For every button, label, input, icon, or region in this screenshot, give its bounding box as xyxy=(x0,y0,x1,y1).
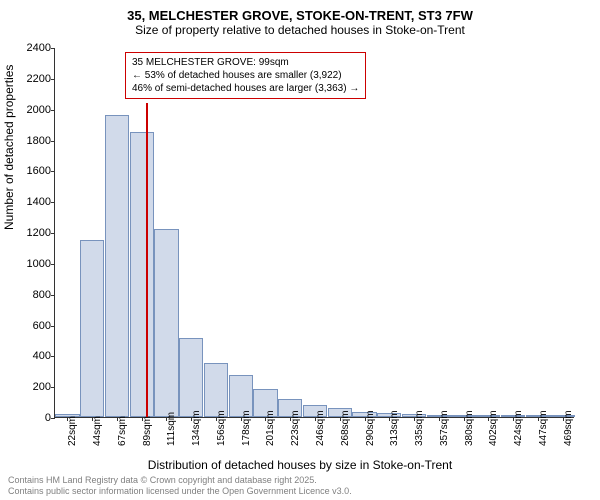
y-tick-mark xyxy=(51,418,55,419)
y-tick-label: 2200 xyxy=(17,73,51,85)
footer-line-2: Contains public sector information licen… xyxy=(8,486,352,497)
y-axis-label: Number of detached properties xyxy=(2,65,16,230)
x-tick-mark xyxy=(365,417,366,421)
x-tick-mark xyxy=(464,417,465,421)
x-tick-mark xyxy=(241,417,242,421)
marker-line xyxy=(146,103,148,418)
x-tick-label: 313sqm xyxy=(389,410,400,446)
x-tick-label: 469sqm xyxy=(563,410,574,446)
x-tick-mark xyxy=(563,417,564,421)
x-tick-label: 178sqm xyxy=(241,410,252,446)
y-tick-mark xyxy=(51,48,55,49)
x-tick-mark xyxy=(117,417,118,421)
x-tick-mark xyxy=(513,417,514,421)
x-tick-label: 67sqm xyxy=(117,416,128,446)
y-tick-label: 800 xyxy=(17,289,51,301)
y-tick-mark xyxy=(51,326,55,327)
annotation-line-1: 35 MELCHESTER GROVE: 99sqm xyxy=(132,56,359,69)
x-tick-mark xyxy=(216,417,217,421)
plot-area: 35 MELCHESTER GROVE: 99sqm ← 53% of deta… xyxy=(54,48,574,418)
x-tick-mark xyxy=(315,417,316,421)
x-tick-label: 447sqm xyxy=(538,410,549,446)
annotation-line-3: 46% of semi-detached houses are larger (… xyxy=(132,82,359,95)
y-tick-label: 2400 xyxy=(17,42,51,54)
chart-title: 35, MELCHESTER GROVE, STOKE-ON-TRENT, ST… xyxy=(0,0,600,23)
x-tick-label: 223sqm xyxy=(290,410,301,446)
y-tick-label: 600 xyxy=(17,320,51,332)
y-tick-label: 1600 xyxy=(17,165,51,177)
y-tick-label: 0 xyxy=(17,412,51,424)
histogram-bar xyxy=(130,132,154,417)
y-tick-mark xyxy=(51,295,55,296)
x-tick-label: 402sqm xyxy=(488,410,499,446)
y-tick-mark xyxy=(51,141,55,142)
y-tick-mark xyxy=(51,387,55,388)
histogram-bar xyxy=(204,363,228,417)
x-tick-label: 89sqm xyxy=(142,416,153,446)
x-tick-mark xyxy=(290,417,291,421)
x-tick-mark xyxy=(340,417,341,421)
x-tick-mark xyxy=(67,417,68,421)
x-tick-mark xyxy=(265,417,266,421)
x-tick-mark xyxy=(191,417,192,421)
x-tick-label: 268sqm xyxy=(340,410,351,446)
x-tick-mark xyxy=(439,417,440,421)
x-tick-mark xyxy=(538,417,539,421)
x-tick-mark xyxy=(389,417,390,421)
y-tick-label: 200 xyxy=(17,381,51,393)
y-tick-mark xyxy=(51,202,55,203)
y-tick-mark xyxy=(51,233,55,234)
annotation-line-2: ← 53% of detached houses are smaller (3,… xyxy=(132,69,359,82)
x-tick-label: 424sqm xyxy=(513,410,524,446)
x-tick-label: 335sqm xyxy=(414,410,425,446)
x-tick-label: 134sqm xyxy=(191,410,202,446)
y-tick-label: 1200 xyxy=(17,227,51,239)
histogram-bar xyxy=(80,240,104,417)
x-tick-label: 246sqm xyxy=(315,410,326,446)
y-tick-mark xyxy=(51,110,55,111)
x-tick-label: 111sqm xyxy=(166,412,177,446)
y-tick-label: 2000 xyxy=(17,104,51,116)
x-tick-label: 22sqm xyxy=(67,416,78,446)
histogram-bar xyxy=(105,115,129,417)
histogram-bar xyxy=(179,338,203,417)
x-tick-label: 201sqm xyxy=(265,410,276,446)
chart-container: 35, MELCHESTER GROVE, STOKE-ON-TRENT, ST… xyxy=(0,0,600,500)
x-tick-mark xyxy=(92,417,93,421)
annotation-box: 35 MELCHESTER GROVE: 99sqm ← 53% of deta… xyxy=(125,52,366,99)
x-tick-label: 44sqm xyxy=(92,416,103,446)
x-tick-label: 290sqm xyxy=(365,410,376,446)
x-tick-mark xyxy=(414,417,415,421)
x-tick-mark xyxy=(166,417,167,421)
y-tick-label: 1400 xyxy=(17,196,51,208)
x-tick-label: 380sqm xyxy=(464,410,475,446)
y-tick-mark xyxy=(51,264,55,265)
x-tick-mark xyxy=(488,417,489,421)
y-tick-mark xyxy=(51,171,55,172)
histogram-bar xyxy=(154,229,178,417)
y-tick-mark xyxy=(51,356,55,357)
y-tick-label: 1800 xyxy=(17,135,51,147)
footer-text: Contains HM Land Registry data © Crown c… xyxy=(8,475,352,497)
footer-line-1: Contains HM Land Registry data © Crown c… xyxy=(8,475,352,486)
x-tick-label: 357sqm xyxy=(439,410,450,446)
x-tick-label: 156sqm xyxy=(216,410,227,446)
y-tick-mark xyxy=(51,79,55,80)
chart-subtitle: Size of property relative to detached ho… xyxy=(0,23,600,41)
x-axis-label: Distribution of detached houses by size … xyxy=(0,458,600,472)
y-tick-label: 1000 xyxy=(17,258,51,270)
x-tick-mark xyxy=(142,417,143,421)
y-tick-label: 400 xyxy=(17,350,51,362)
